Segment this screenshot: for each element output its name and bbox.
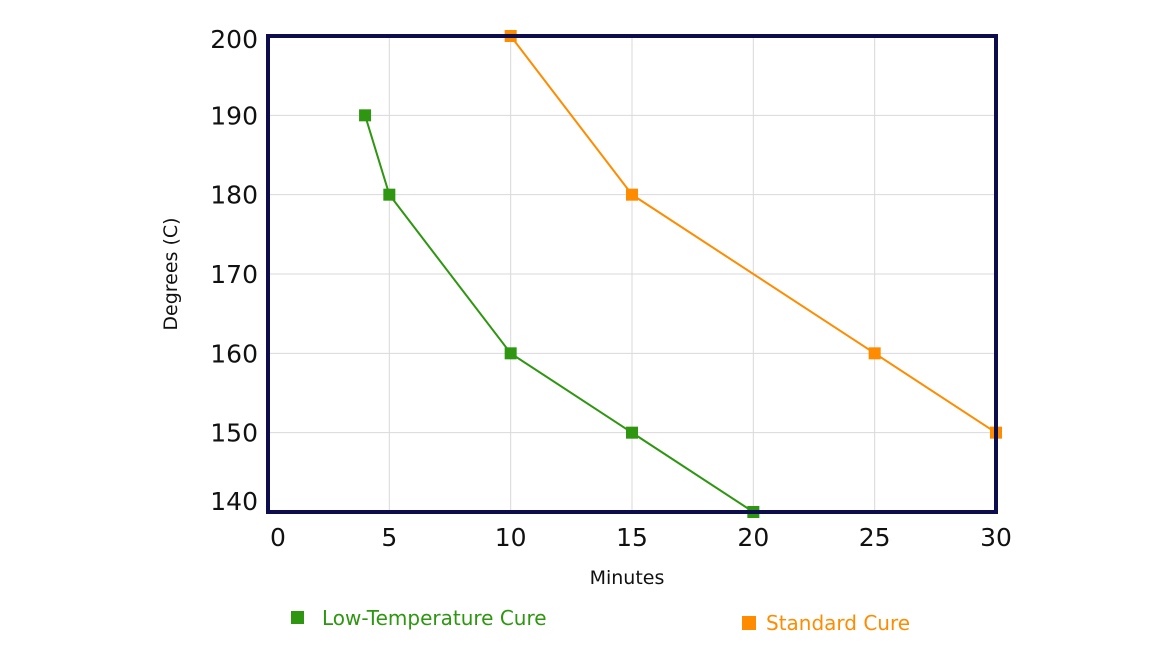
data-point — [868, 347, 881, 360]
y-tick-label: 200 — [210, 25, 258, 54]
x-tick-label: 0 — [270, 523, 286, 552]
legend-label-standard-cure: Standard Cure — [766, 611, 910, 635]
data-point — [626, 188, 638, 201]
legend-label-low-temperature-cure: Low-Temperature Cure — [322, 606, 547, 630]
x-tick-label: 10 — [495, 523, 527, 552]
plot-frame — [266, 34, 998, 514]
x-axis-label: Minutes — [590, 567, 665, 589]
y-axis-label: Degrees (C) — [160, 217, 182, 330]
series-line-0 — [364, 115, 754, 513]
x-tick-label: 15 — [616, 523, 648, 552]
x-tick-label: 20 — [737, 523, 769, 552]
data-point — [504, 347, 517, 360]
legend: Low-Temperature Cure Standard Cure — [291, 606, 910, 635]
legend-marker-low-temperature-cure — [291, 611, 304, 624]
x-tick-label: 30 — [980, 523, 1012, 552]
y-tick-label: 150 — [210, 419, 258, 448]
series-line-1 — [509, 35, 997, 434]
grid — [267, 35, 997, 513]
y-tick-label: 190 — [210, 101, 258, 130]
y-tick-label: 140 — [210, 487, 258, 516]
data-point — [359, 109, 372, 122]
legend-marker-standard-cure — [742, 616, 756, 630]
data-point — [383, 188, 396, 201]
y-tick-labels: 140 150 160 170 180 190 200 — [210, 25, 258, 516]
data-point — [626, 426, 638, 439]
x-tick-labels: 0 5 10 15 20 25 30 — [270, 523, 1012, 552]
y-tick-label: 160 — [210, 339, 258, 368]
x-tick-label: 25 — [859, 523, 891, 552]
y-tick-label: 180 — [210, 181, 258, 210]
x-tick-label: 5 — [381, 523, 397, 552]
y-tick-label: 170 — [210, 260, 258, 289]
